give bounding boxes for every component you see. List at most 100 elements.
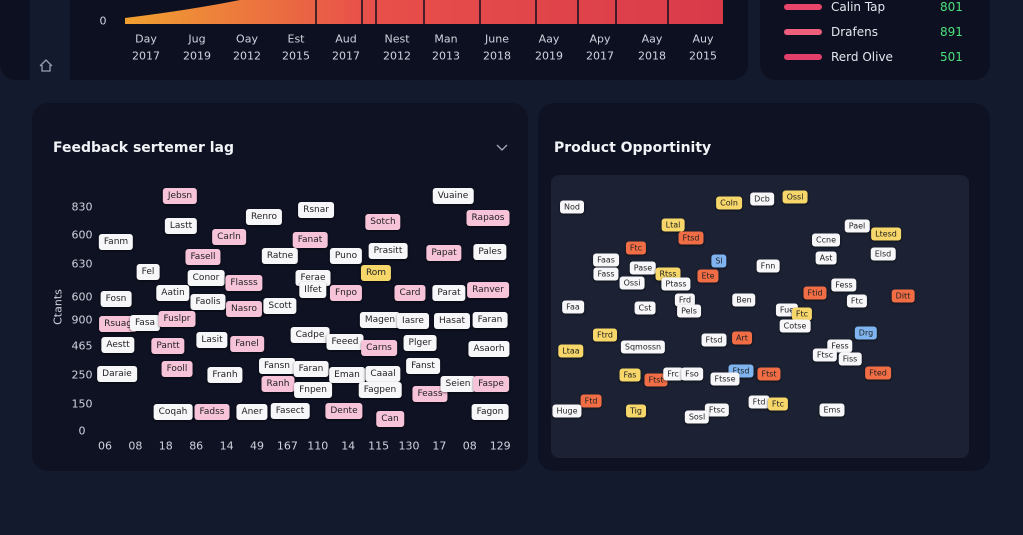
- tag: Fass: [593, 267, 619, 281]
- tag: Sotch: [365, 214, 401, 230]
- tag: Ftsc: [812, 348, 838, 362]
- tag: Fanm: [98, 234, 134, 250]
- x-year: 2012: [233, 49, 261, 63]
- tag: Dente: [325, 403, 363, 419]
- x-tick-label: 86: [189, 439, 204, 453]
- tag: Ems: [819, 403, 845, 417]
- tag: Fansn: [259, 358, 295, 374]
- tag: Ftc: [625, 241, 647, 255]
- tag: Faran: [472, 312, 508, 328]
- x-year: 2013: [432, 49, 460, 63]
- tag: Fanst: [406, 358, 440, 374]
- legend-name: Rerd Olive: [831, 50, 893, 64]
- legend-name: Drafens: [831, 25, 878, 39]
- tag: Ftc: [767, 397, 789, 411]
- tag: Feass: [412, 386, 448, 402]
- tag: Ltesd: [871, 227, 901, 241]
- x-month: Auy: [692, 32, 714, 46]
- tag: Ossl: [782, 190, 808, 204]
- tag: Fooll: [161, 361, 193, 377]
- panel-title: Product Opportinity: [554, 140, 712, 156]
- dropdown[interactable]: [495, 143, 509, 153]
- tag: Iasre: [397, 313, 429, 329]
- tag: Ftc: [791, 307, 813, 321]
- tag: Seien: [440, 376, 476, 392]
- y-tick-label: 830: [71, 200, 93, 214]
- legend-panel: [760, 0, 990, 80]
- tag: Carns: [361, 340, 397, 356]
- tag: Can: [376, 411, 404, 427]
- legend-swatch: [784, 4, 822, 10]
- tag: Ete: [697, 269, 719, 283]
- tag: Frd: [674, 293, 696, 307]
- x-month: Jug: [188, 32, 206, 46]
- tag: Ltaa: [558, 344, 584, 358]
- x-tick-label: 49: [250, 439, 264, 453]
- tag: Art: [732, 331, 752, 345]
- x-year: 2017: [332, 49, 360, 63]
- tag: Cadpe: [290, 327, 330, 343]
- tag: Coln: [716, 196, 742, 210]
- tag: Faas: [593, 253, 619, 267]
- tag: Frc: [663, 367, 683, 381]
- tag: Fuslpr: [158, 311, 196, 327]
- tag: Carln: [212, 229, 246, 245]
- x-year: 2018: [483, 49, 511, 63]
- y-tick-label: 630: [71, 257, 93, 271]
- plot-area: [551, 175, 969, 458]
- tag: Fanat: [292, 232, 328, 248]
- y-tick-label: 600: [71, 290, 93, 304]
- x-tick-label: 167: [276, 439, 298, 453]
- tag: Lastt: [164, 218, 198, 234]
- panel-title: Feedback sertemer lag: [53, 140, 235, 156]
- tag: Fnpen: [294, 382, 332, 398]
- home-icon[interactable]: [39, 59, 53, 72]
- tag: Huge: [552, 404, 582, 418]
- x-year: 2019: [183, 49, 211, 63]
- tag: Daraie: [97, 366, 137, 382]
- legend-swatch: [784, 29, 822, 35]
- x-month: Apy: [589, 32, 611, 46]
- tag: Hasat: [433, 313, 471, 329]
- tag: Aestt: [101, 337, 135, 353]
- tag: Pels: [677, 304, 701, 318]
- tag: Ftsd: [701, 333, 727, 347]
- tag: Ftst: [644, 373, 668, 387]
- tag: Scott: [263, 298, 297, 314]
- bar-dividers: [315, 0, 669, 24]
- tag: Fso: [681, 367, 703, 381]
- tag: Ast: [815, 251, 837, 265]
- tag: Parat: [432, 285, 466, 301]
- tag: Pantt: [151, 338, 185, 354]
- tag: Conor: [187, 270, 225, 286]
- trend-panel: [0, 0, 748, 80]
- tag: Fess: [831, 278, 857, 292]
- tag: Flasss: [225, 275, 263, 291]
- y-tick-label: 900: [71, 313, 93, 327]
- tag: Ftsd: [678, 231, 704, 245]
- tag: Ranh: [261, 376, 295, 392]
- tag: Franh: [207, 367, 243, 383]
- tag: Drg: [854, 326, 878, 340]
- x-tick-label: 08: [462, 439, 477, 453]
- tag: Pael: [844, 219, 870, 233]
- tag: Caaal: [365, 366, 401, 382]
- tag: Ftsse: [710, 372, 740, 386]
- tag: Eman: [329, 367, 365, 383]
- tag: Fadss: [194, 404, 230, 420]
- tag: Ftd: [580, 394, 602, 408]
- x-month: Man: [434, 32, 458, 46]
- y-label: 0: [99, 14, 107, 28]
- x-month: Aay: [641, 32, 663, 46]
- tag: Sqmossn: [620, 340, 666, 354]
- x-month: Oay: [236, 32, 258, 46]
- x-tick-label: 130: [398, 439, 420, 453]
- trend-chart: [30, 0, 723, 80]
- x-tick-label: 14: [219, 439, 234, 453]
- tag: Ben: [732, 293, 756, 307]
- x-tick-label: 115: [368, 439, 390, 453]
- tag: Fosn: [100, 291, 132, 307]
- x-month: Est: [287, 32, 305, 46]
- x-month: Aay: [538, 32, 560, 46]
